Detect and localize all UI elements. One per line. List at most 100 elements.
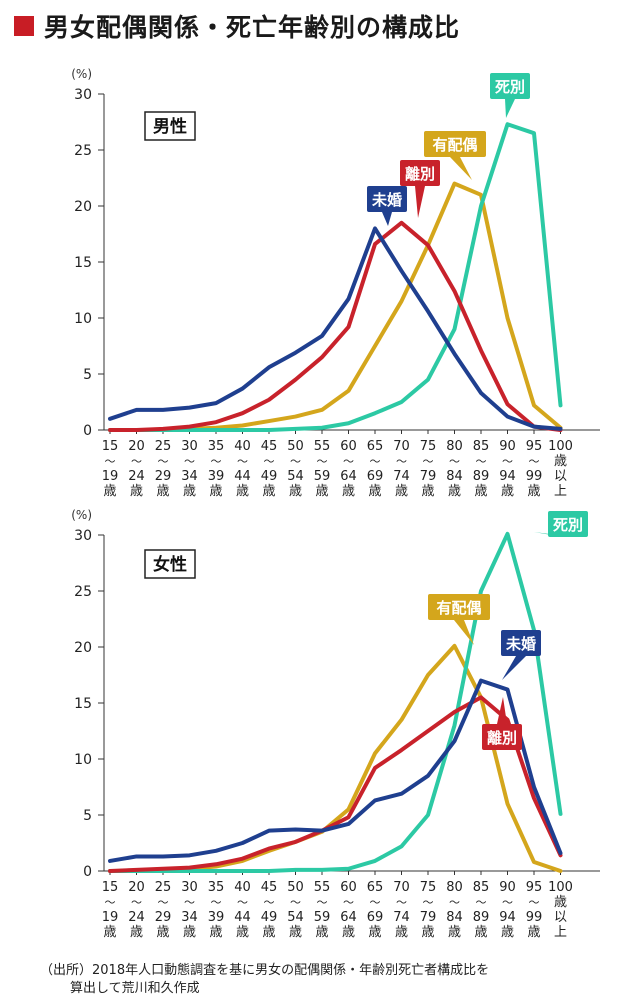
annotation-label-有配偶: 有配偶 [436,599,481,617]
series-line-有配偶 [108,181,563,432]
annotation-box-死別 [490,73,530,99]
x-tick-label-part: 29 [155,910,172,925]
x-tick-label-part: 59 [314,910,331,925]
annotation-box-離別 [482,724,522,750]
x-tick-label: 90 ～ 94 歳 [499,439,516,499]
x-tick-label: 50 ～ 54 歳 [287,439,304,499]
x-tick-label-part: 歳 [342,925,355,940]
x-tick-label: 65 ～ 69 歳 [367,880,384,940]
x-tick-label-part: 90 [499,880,516,895]
x-tick-label-part: 60 [340,439,357,454]
x-tick-label-part: 75 [420,880,437,895]
x-tick-label-part: 歳 [501,925,514,940]
x-tick-label-part: ～ [290,455,301,468]
x-tick-label-part: 85 [473,880,490,895]
x-tick-label-part: 歳 [289,925,302,940]
series-line-離別 [108,695,563,873]
x-tick-label-part: 45 [261,439,278,454]
x-tick-label-part: 89 [473,469,490,484]
annotation-pointer-有配偶 [454,620,474,645]
x-tick-label: 45 ～ 49 歳 [261,880,278,940]
x-tick-label: 70 ～ 74 歳 [393,880,410,940]
x-tick-label-part: 歳 [262,925,275,940]
x-tick-label-part: 44 [234,910,251,925]
x-tick-label-part: 歳 [130,484,143,499]
x-tick-label-part: ～ [396,896,407,909]
x-tick-label-part: 30 [181,880,198,895]
x-tick-label-part: 30 [181,439,198,454]
y-tick-label: 20 [74,199,92,215]
annotation-pointer-有配偶 [450,157,472,180]
chart-title: 男女配偶関係・死亡年齢別の構成比 [44,13,461,42]
x-tick-label: 55 ～ 59 歳 [314,439,331,499]
x-tick-label-part: 29 [155,469,172,484]
series-line-有配偶 [108,643,563,873]
x-tick-label-part: 歳 [156,925,169,940]
annotation-box-死別 [548,511,588,537]
x-tick-label: 20 ～ 24 歳 [128,439,145,499]
annotation-label-離別: 離別 [487,729,517,747]
x-tick-label-part: ～ [370,455,381,468]
x-tick-label: 15 ～ 19 歳 [102,439,119,499]
x-tick-label-part: 50 [287,880,304,895]
x-tick-label-part: ～ [131,455,142,468]
annotation-label-離別: 離別 [405,165,435,183]
x-tick-label: 60 ～ 64 歳 [340,880,357,940]
series-line-離別 [108,220,563,432]
x-tick-label-part: ～ [131,896,142,909]
x-tick-label-part: ～ [264,455,275,468]
annotation-pointer-離別 [497,697,507,724]
x-tick-label-part: 60 [340,880,357,895]
x-tick-label-part: 89 [473,910,490,925]
x-tick-label-part: ～ [449,455,460,468]
x-tick-label-part: 歳 [315,484,328,499]
x-tick-label-part: ～ [476,455,487,468]
x-tick-label: 65 ～ 69 歳 [367,439,384,499]
x-tick-label-part: 以 [554,469,567,484]
annotation-box-未婚 [367,186,407,212]
x-tick-label: 15 ～ 19 歳 [102,880,119,940]
x-tick-label-part: 歳 [342,484,355,499]
y-tick-label: 25 [74,143,92,159]
x-tick-label-part: 25 [155,439,172,454]
panel-title: 女性 [153,554,187,575]
annotation-label-有配偶: 有配偶 [432,136,477,154]
x-tick-label: 70 ～ 74 歳 [393,439,410,499]
x-tick-label-part: 44 [234,469,251,484]
x-tick-label-part: 歳 [448,925,461,940]
y-axis-unit-label: (%) [71,67,92,81]
x-tick-label-part: 34 [181,469,198,484]
x-tick-label-part: 歳 [501,484,514,499]
x-tick-label-part: 74 [393,910,410,925]
y-tick-label: 10 [74,311,92,327]
x-tick-label: 25 ～ 29 歳 [155,439,172,499]
x-tick-label: 85 ～ 89 歳 [473,880,490,940]
x-tick-label-part: 80 [446,880,463,895]
x-tick-label-part: ～ [184,455,195,468]
x-tick-label-part: 99 [526,910,543,925]
x-tick-label-part: ～ [158,896,169,909]
series-line-未婚 [108,678,563,863]
x-tick-label-part: 39 [208,469,225,484]
x-tick-label-part: ～ [343,455,354,468]
x-tick-label-part: ～ [211,896,222,909]
x-tick-label: 95 ～ 99 歳 [526,439,543,499]
x-tick-label-part: ～ [423,896,434,909]
x-tick-label-part: 84 [446,469,463,484]
x-tick-label: 60 ～ 64 歳 [340,439,357,499]
x-tick-label-part: 70 [393,439,410,454]
x-tick-label-part: 歳 [130,925,143,940]
x-tick-label-part: 歳 [421,925,434,940]
y-tick-label: 15 [74,255,92,271]
x-tick-label-part: 95 [526,439,543,454]
x-tick-label-part: ～ [105,455,116,468]
annotation-box-有配偶 [428,594,490,620]
x-tick-label-part: 歳 [554,454,567,469]
title-square-marker [14,16,34,36]
x-tick-label: 20 ～ 24 歳 [128,880,145,940]
y-tick-label: 30 [74,528,92,544]
x-tick-label: 55 ～ 59 歳 [314,880,331,940]
x-tick-label-part: 歳 [103,925,116,940]
